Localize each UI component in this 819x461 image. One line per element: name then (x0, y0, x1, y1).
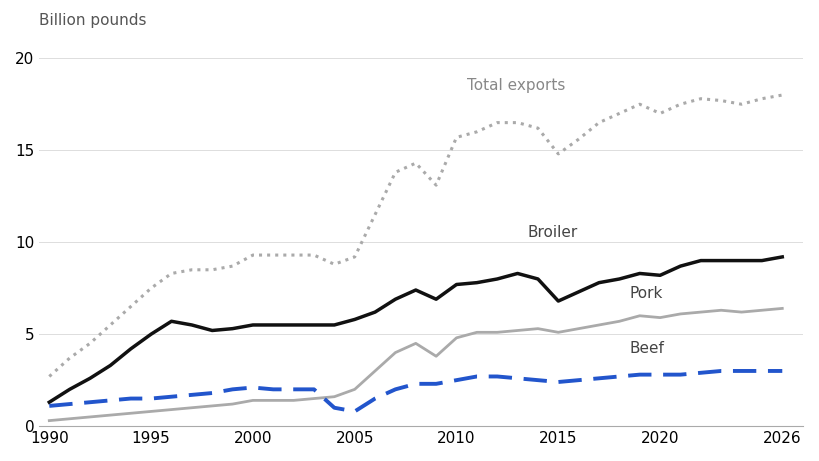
Text: Billion pounds: Billion pounds (39, 13, 147, 28)
Text: Total exports: Total exports (466, 78, 564, 93)
Text: Broiler: Broiler (527, 225, 577, 241)
Text: Beef: Beef (629, 342, 663, 356)
Text: Pork: Pork (629, 286, 662, 301)
